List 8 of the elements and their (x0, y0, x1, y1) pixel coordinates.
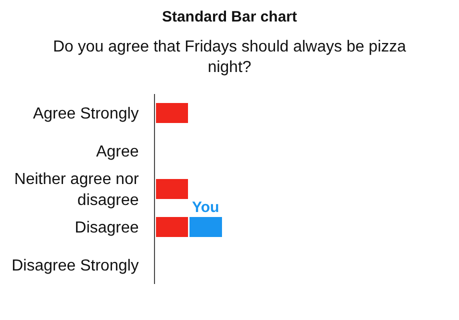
y-tick-label: Disagree Strongly (12, 258, 139, 275)
series-label: You (192, 199, 220, 216)
y-tick-label: Agree (96, 144, 139, 161)
y-tick-label: Agree Strongly (32, 106, 139, 123)
chart-subtitle: Do you agree that Fridays should always be pizza night? (52, 38, 406, 76)
y-tick-label: Disagree (74, 220, 139, 237)
chart-title: Standard Bar chart (162, 8, 298, 26)
y-tick-label: Neither agree nor disagree (14, 171, 140, 209)
